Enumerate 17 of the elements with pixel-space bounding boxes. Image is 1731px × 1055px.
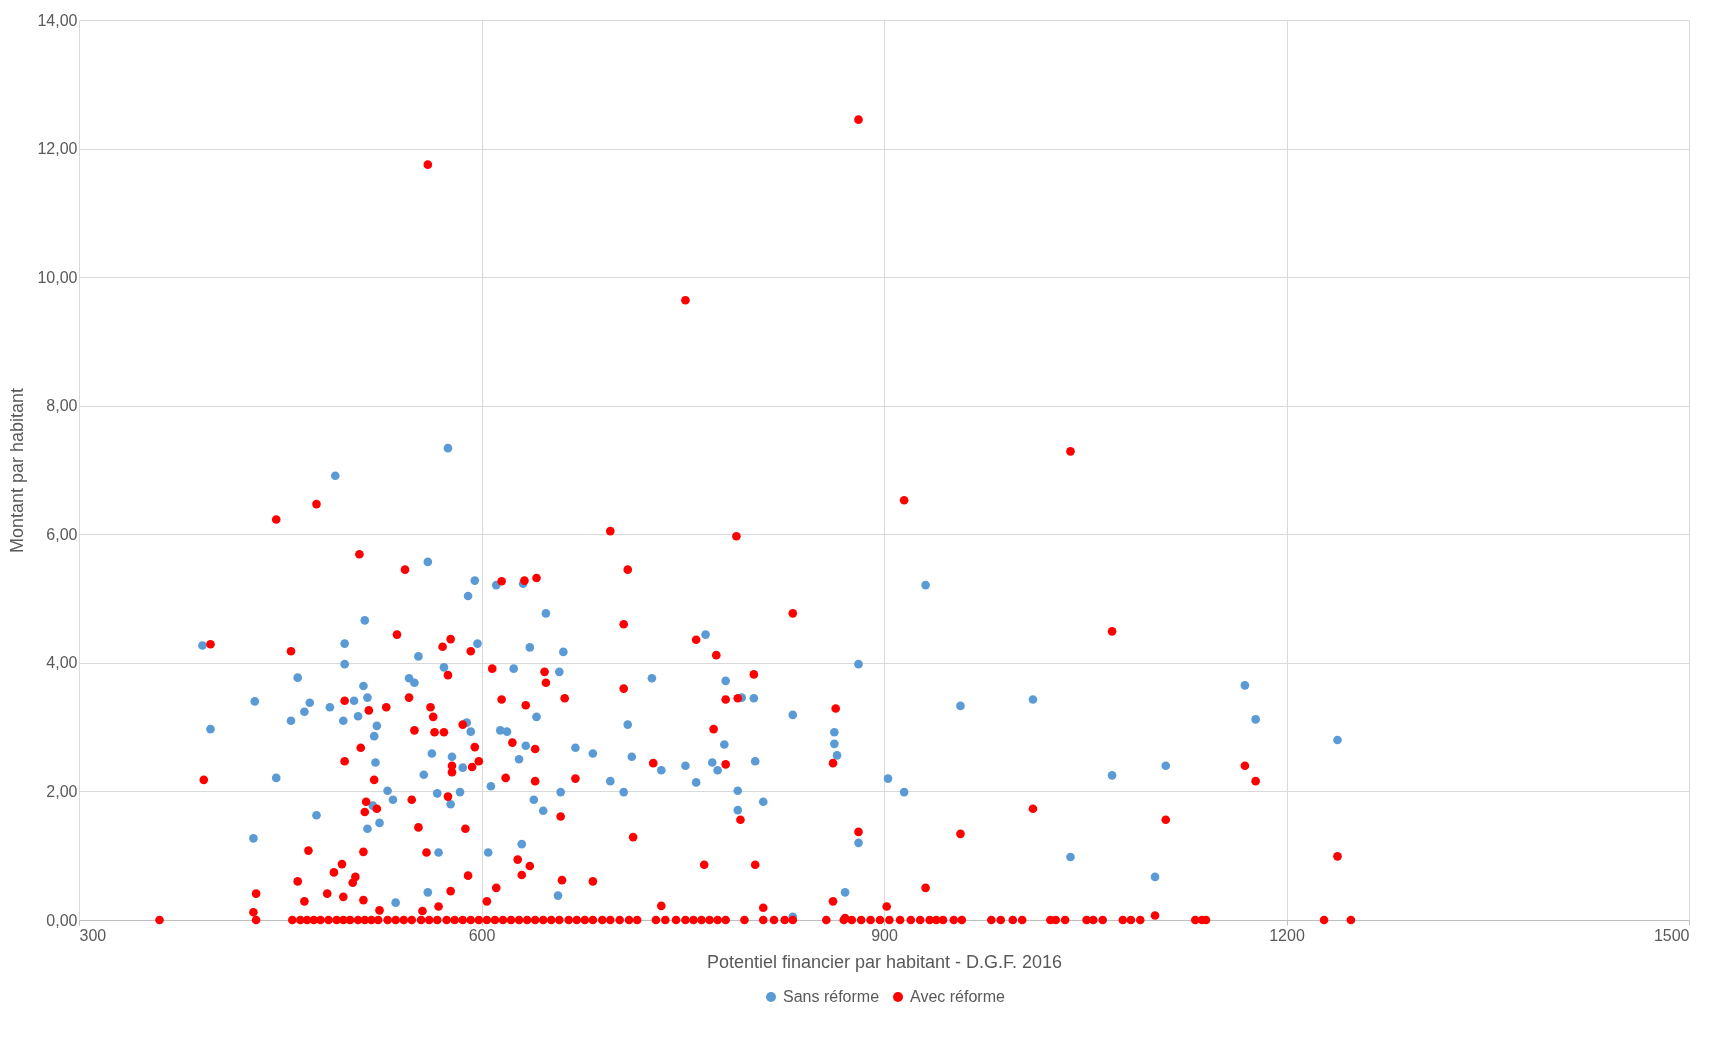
y-tick-label: 8,00	[46, 397, 78, 415]
x-axis-title: Potentiel financier par habitant - D.G.F. 2016	[706, 951, 1063, 972]
y-tick-label: 10,00	[37, 268, 78, 286]
x-tick-label: 900	[871, 926, 898, 944]
legend-label: Sans réforme	[783, 988, 880, 1005]
y-tick-label: 0,00	[46, 911, 78, 929]
y-tick-label: 2,00	[46, 782, 78, 800]
y-axis-title: Montant par habitant	[7, 387, 28, 554]
y-tick-label: 14,00	[37, 11, 78, 29]
x-tick-label: 600	[468, 926, 496, 944]
x-tick-label: 300	[79, 926, 107, 944]
x-tick-label: 1200	[1269, 926, 1305, 944]
y-tick-label: 12,00	[37, 140, 78, 158]
y-tick-label: 6,00	[46, 525, 78, 543]
legend-label: Avec réforme	[910, 988, 1005, 1005]
x-tick-label: 1500	[1653, 926, 1690, 944]
y-tick-label: 4,00	[46, 654, 78, 672]
